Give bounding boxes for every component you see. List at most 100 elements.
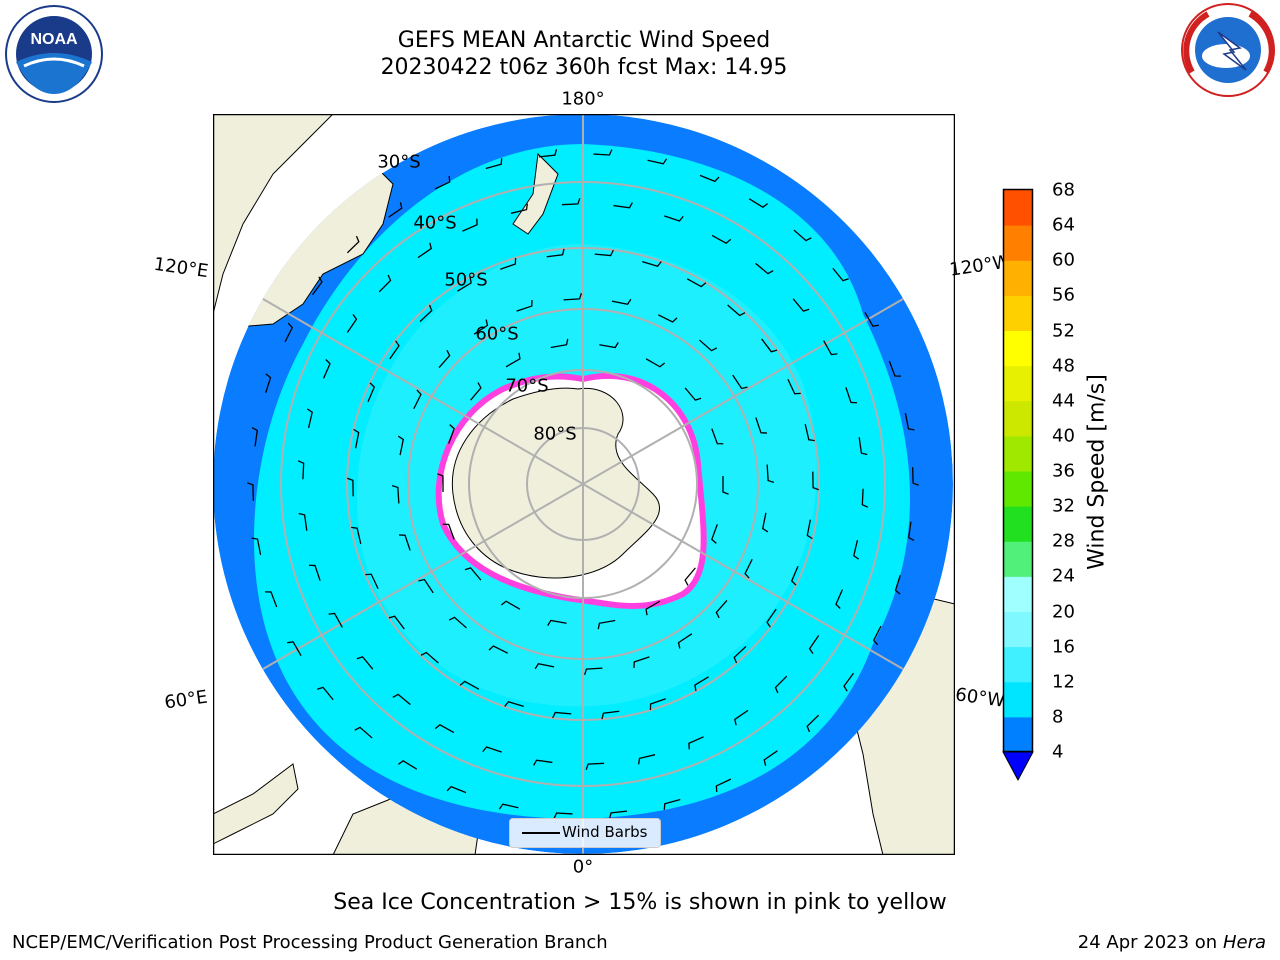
- wind-barb: [613, 202, 633, 209]
- wind-barb: [247, 482, 254, 501]
- wind-barb: [470, 382, 482, 401]
- colorbar-tick-label: 36: [1052, 460, 1075, 482]
- colorbar-tick-label: 20: [1052, 601, 1075, 622]
- wind-barb: [473, 319, 489, 335]
- wind-barb: [645, 358, 666, 368]
- nws-logo: [1178, 2, 1278, 102]
- wind-barb: [647, 158, 668, 165]
- wind-barb: [538, 149, 558, 158]
- colorbar-cell: [1004, 471, 1032, 507]
- wind-barb: [488, 645, 509, 654]
- colorbar-cell: [1004, 365, 1032, 402]
- wind-barb: [500, 600, 521, 610]
- wind-barb: [347, 477, 354, 497]
- wind-barb: [437, 473, 444, 492]
- wind-barb: [328, 612, 343, 628]
- wind-barb: [864, 311, 879, 327]
- wind-barb: [448, 424, 455, 444]
- wind-barb: [715, 600, 728, 619]
- wind-barb: [388, 615, 405, 630]
- lon-label-120e: 120°E: [152, 253, 210, 283]
- colorbar-cell: [1004, 611, 1032, 648]
- footer-host: Hera: [1222, 932, 1266, 953]
- colorbar-tick-label: 48: [1052, 355, 1075, 377]
- wind-barb: [684, 387, 702, 401]
- colorbar-cell: [1004, 541, 1032, 577]
- wind-barb: [694, 676, 709, 692]
- map-title: GEFS MEAN Antarctic Wind Speed: [397, 28, 771, 53]
- wind-barb: [812, 471, 819, 491]
- wind-barb: [642, 261, 662, 268]
- colorbar-tick-label: 16: [1052, 636, 1075, 658]
- wind-barb: [761, 512, 769, 533]
- wind-barb: [434, 176, 451, 190]
- wind-barb: [888, 360, 901, 377]
- colorbar-tick-label: 24: [1052, 565, 1075, 587]
- wind-barb: [663, 798, 681, 810]
- wind-barb: [354, 726, 373, 739]
- wind-barb: [546, 248, 565, 258]
- colorbar-cell: [1004, 716, 1032, 753]
- wind-barb: [912, 467, 919, 486]
- wind-barb: [464, 567, 482, 581]
- wind-barb: [448, 616, 467, 629]
- wind-barb: [459, 680, 480, 690]
- wind-barb: [516, 300, 533, 312]
- wind-barb: [306, 408, 313, 428]
- wind-barb: [894, 574, 901, 595]
- wind-barb-legend-line: [522, 832, 560, 834]
- wind-barb: [804, 424, 815, 442]
- wind-barb: [418, 578, 434, 594]
- colorbar-tick-label: 56: [1052, 284, 1075, 306]
- polar-map: [213, 114, 955, 855]
- lon-label-0: 0°: [572, 856, 594, 878]
- wind-barb: [284, 322, 294, 343]
- wind-barb: [699, 339, 718, 352]
- wind-barb: [413, 389, 422, 410]
- caption: Sea Ice Concentration > 15% is shown in …: [333, 890, 947, 915]
- wind-barb: [715, 778, 732, 792]
- wind-barb: [908, 521, 915, 542]
- lat-label-70s: 70°S: [505, 375, 549, 397]
- colorbar-tick-label: 12: [1052, 671, 1075, 693]
- noaa-logo-text: NOAA: [30, 31, 78, 48]
- colorbar-cell: [1004, 435, 1032, 472]
- wind-barb: [391, 484, 400, 504]
- wind-barb: [550, 338, 569, 349]
- wind-barb: [748, 198, 769, 208]
- wind-barb: [792, 298, 810, 312]
- map-subtitle: 20230422 t06z 360h fcst Max: 14.95: [380, 55, 788, 80]
- wind-barb: [419, 304, 433, 322]
- map-frame: [213, 114, 955, 855]
- wind-barb: [420, 651, 439, 664]
- footer-date: 24 Apr 2023 on Hera: [1078, 932, 1266, 953]
- wind-barb: [365, 573, 379, 590]
- wind-barb: [806, 714, 820, 733]
- wind-barb: [688, 736, 704, 750]
- wind-barb: [845, 387, 858, 404]
- wind-barb: [251, 426, 258, 447]
- colorbar-tick-label: 68: [1052, 179, 1075, 201]
- wind-barb: [611, 298, 632, 306]
- colorbar-cell: [1004, 330, 1032, 367]
- colorbar-cell: [1004, 190, 1032, 226]
- wind-barb: [251, 537, 262, 555]
- lat-label-30s: 30°S: [377, 151, 421, 173]
- wind-barb: [601, 710, 620, 720]
- wind-barb: [563, 292, 583, 301]
- lat-label-60s: 60°S: [475, 323, 519, 345]
- wind-barb: [755, 417, 767, 434]
- colorbar-cell: [1004, 506, 1032, 542]
- noaa-logo: NOAA: [4, 4, 104, 104]
- wind-barb: [733, 646, 747, 664]
- wind-barb: [583, 667, 603, 676]
- colorbar-tick-label: 60: [1052, 249, 1075, 271]
- wind-barb: [287, 641, 302, 657]
- wind-barb: [734, 709, 749, 726]
- wind-barb: [265, 373, 272, 394]
- lat-label-50s: 50°S: [444, 269, 488, 291]
- wind-barb: [594, 249, 614, 257]
- wind-barb: [744, 558, 753, 579]
- wind-barb: [397, 760, 418, 770]
- wind-barb: [297, 460, 305, 480]
